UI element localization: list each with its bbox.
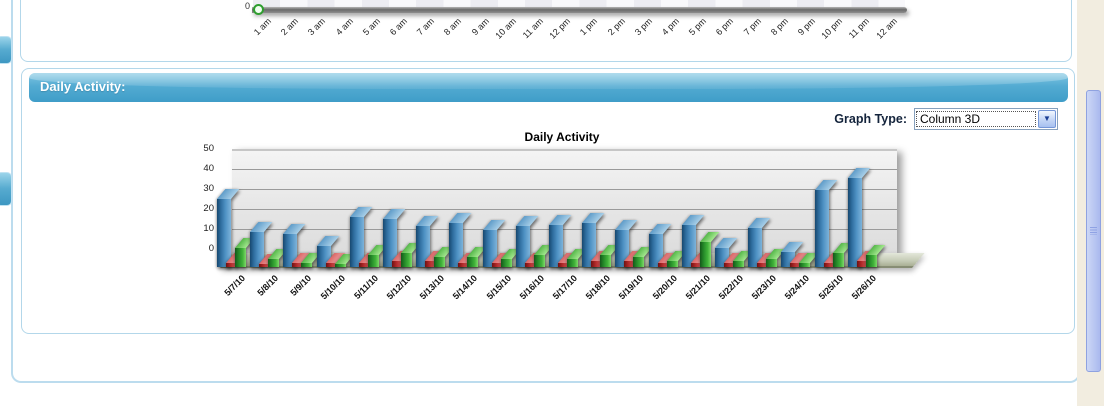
blue-bar xyxy=(582,213,605,267)
graph-type-select[interactable]: Column 3D ▼ xyxy=(914,108,1058,130)
green-bar xyxy=(235,238,255,267)
green-bar xyxy=(301,253,321,267)
blue-bar xyxy=(681,215,705,267)
hourly-plot-bands xyxy=(253,0,905,7)
blue-bar xyxy=(449,213,472,267)
collapsed-sidebar-tab-2[interactable] xyxy=(0,172,12,206)
red-bar xyxy=(591,251,611,267)
red-bar xyxy=(259,254,279,267)
vertical-scrollbar[interactable] xyxy=(1077,0,1104,406)
chevron-down-icon: ▼ xyxy=(1043,114,1051,123)
red-bar xyxy=(524,253,545,267)
graph-type-value: Column 3D xyxy=(916,111,1036,127)
green-bar xyxy=(766,249,786,267)
chart-y-axis-labels: 0 10 20 30 40 50 xyxy=(22,69,222,279)
blue-bar xyxy=(416,216,439,267)
green-bar xyxy=(434,247,454,267)
red-bar xyxy=(724,253,744,267)
green-bar xyxy=(666,251,686,267)
green-bar xyxy=(733,251,753,267)
red-bar xyxy=(558,253,578,267)
hourly-first-point-marker xyxy=(253,4,264,15)
y-tick-label: 0 xyxy=(208,243,214,254)
gridline xyxy=(232,229,897,230)
green-bar xyxy=(600,245,620,267)
red-bar xyxy=(458,253,478,267)
green-bar xyxy=(500,249,520,267)
green-bar xyxy=(865,245,886,267)
red-bar xyxy=(624,251,644,267)
hourly-y-tick-zero: 0 xyxy=(244,1,250,11)
red-bar xyxy=(392,251,412,267)
y-tick-label: 30 xyxy=(203,183,214,194)
collapsed-sidebar-tab-1[interactable] xyxy=(0,36,12,64)
gridline xyxy=(232,209,897,210)
green-bar xyxy=(401,243,421,267)
chart-back-wall xyxy=(232,149,897,255)
hour-label: 1 am xyxy=(251,16,274,38)
red-bar xyxy=(292,253,312,267)
graph-type-row: Graph Type: Column 3D ▼ xyxy=(834,108,1058,130)
green-bar xyxy=(467,247,487,267)
y-tick-label: 20 xyxy=(203,203,214,214)
red-bar xyxy=(491,253,511,267)
hourly-x-labels: 1 am 2 am 3 am 4 am 5 am 6 am 7 am 8 am 9 am 10 a… xyxy=(0,16,1104,64)
red-bar xyxy=(358,253,379,267)
red-bar xyxy=(657,253,677,267)
select-arrow-button[interactable]: ▼ xyxy=(1038,110,1056,128)
red-bar xyxy=(226,253,246,267)
panel-title: Daily Activity: xyxy=(40,79,126,94)
red-bar xyxy=(757,253,777,267)
blue-bar xyxy=(250,222,273,267)
blue-bar xyxy=(383,209,406,267)
chart-title: Daily Activity xyxy=(524,130,600,144)
red-bar xyxy=(325,253,345,267)
blue-bar xyxy=(349,207,373,267)
blue-bar xyxy=(814,180,837,267)
chart-bars-layer xyxy=(217,149,912,271)
gridline xyxy=(232,189,897,190)
scrollbar-grip-icon xyxy=(1090,227,1097,235)
blue-bar xyxy=(217,189,240,267)
red-bar xyxy=(790,253,810,267)
blue-bar xyxy=(515,216,539,267)
y-tick-label: 10 xyxy=(203,223,214,234)
blue-bar xyxy=(482,220,505,267)
red-bar xyxy=(690,253,711,267)
chart-x-axis-labels: 5/7/10 5/8/10 5/9/10 5/10/10 5/11/10 5/12/10 5… xyxy=(222,271,922,327)
green-bar xyxy=(832,243,852,267)
daily-activity-header: Daily Activity: xyxy=(29,73,1068,102)
green-bar xyxy=(268,249,288,267)
green-bar xyxy=(699,232,720,267)
red-bar xyxy=(823,253,843,267)
scrollbar-thumb[interactable] xyxy=(1086,90,1101,372)
green-bar xyxy=(567,249,587,267)
daily-activity-panel: Daily Activity: Graph Type: Column 3D ▼ … xyxy=(21,68,1075,334)
y-tick-label: 40 xyxy=(203,163,214,174)
blue-bar xyxy=(847,168,871,267)
blue-bar xyxy=(549,215,572,267)
green-bar xyxy=(367,245,388,267)
green-bar xyxy=(633,247,653,267)
graph-type-label: Graph Type: xyxy=(834,112,907,126)
green-bar xyxy=(334,254,354,267)
green-bar xyxy=(533,245,554,267)
blue-bar xyxy=(748,218,771,267)
hourly-axis-baseline xyxy=(252,7,907,13)
green-bar xyxy=(799,253,819,267)
header-gloss xyxy=(29,73,1068,89)
red-bar xyxy=(856,251,877,267)
gridline xyxy=(232,169,897,170)
blue-bar xyxy=(648,224,671,267)
y-tick-label: 50 xyxy=(203,143,214,154)
red-bar xyxy=(425,251,445,267)
